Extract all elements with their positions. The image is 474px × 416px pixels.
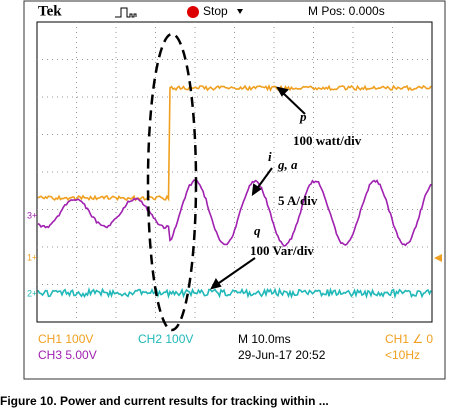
frequency: <10Hz [385, 348, 420, 362]
q-label: q [254, 223, 261, 238]
arrows [210, 86, 306, 290]
timebase: M 10.0ms [238, 332, 291, 346]
date: 29-Jun-17 20:52 [238, 348, 326, 362]
grid [37, 22, 432, 322]
trigger: CH1 ∠ 0 [385, 332, 433, 346]
footer: CH1 100V CH2 100V M 10.0ms CH1 ∠ 0 CH3 5… [38, 332, 433, 362]
marker-ch1: 1+ [27, 252, 37, 262]
ch2-setting: CH2 100V [138, 332, 193, 346]
marker-ch2: 2+ [27, 288, 37, 298]
reactive-trace [37, 286, 432, 300]
i-scale: 5 A/div [278, 193, 318, 208]
level-marker [434, 254, 442, 262]
current-trace [37, 179, 432, 247]
ch3-setting: CH3 5.00V [38, 348, 97, 362]
p-scale: 100 watt/div [293, 133, 362, 148]
brand: Tek [38, 3, 62, 19]
power-trace [37, 84, 432, 202]
i-label: i [268, 149, 272, 164]
trigger-icon [115, 7, 137, 18]
run-state: Stop [203, 4, 228, 18]
q-scale: 100 Var/div [250, 243, 314, 258]
i-subscript: g, a [277, 157, 298, 172]
stop-dot [187, 6, 199, 18]
p-label: p [299, 109, 307, 124]
marker-ch3: 3+ [27, 210, 37, 220]
ch1-setting: CH1 100V [38, 332, 93, 346]
trigger-pos [237, 9, 243, 14]
caption: Figure 10. Power and current results for… [0, 394, 329, 408]
highlight-ellipse [146, 32, 198, 332]
position: M Pos: 0.000s [308, 4, 385, 18]
